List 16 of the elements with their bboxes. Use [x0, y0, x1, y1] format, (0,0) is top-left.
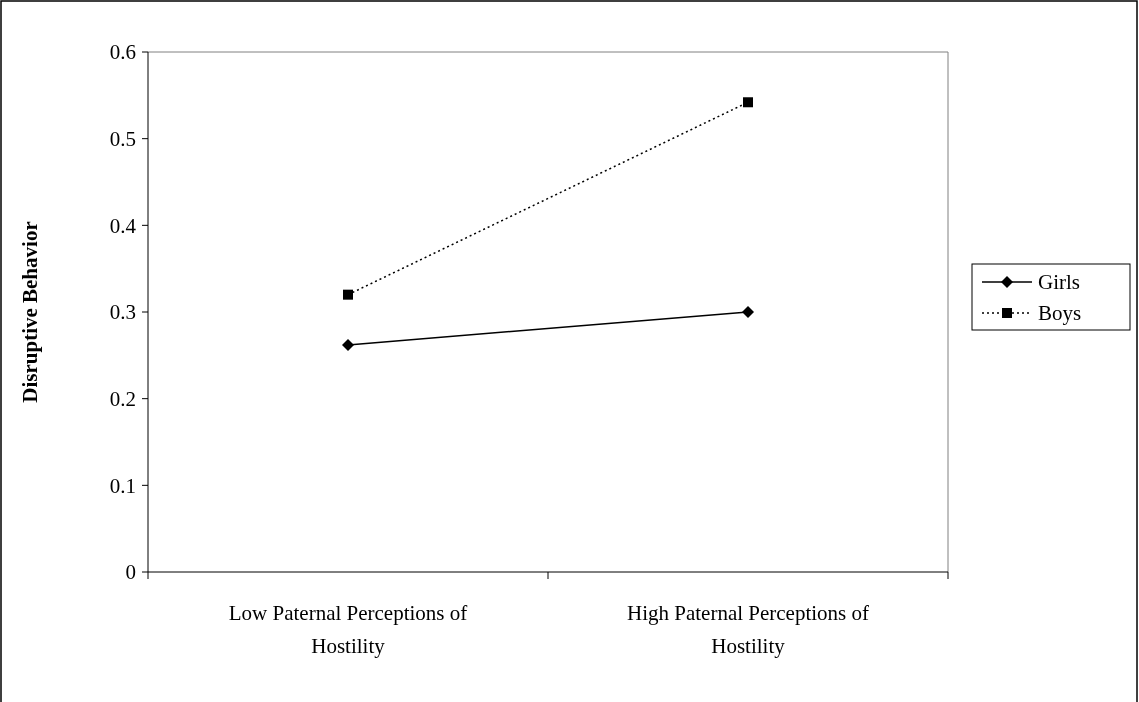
y-tick-label: 0.4: [109, 213, 137, 238]
point: [342, 338, 354, 351]
point: [743, 97, 753, 108]
x-tick-label: High Paternal Perceptions of Hostility: [626, 601, 870, 658]
legend-label: Girls: [1038, 270, 1080, 295]
point: [742, 306, 754, 318]
legend-label: Boys: [1038, 301, 1082, 326]
x-tick-label: Low Paternal Perceptions of Hostility: [228, 601, 468, 658]
y-tick-label: 0.5: [109, 127, 136, 152]
y-tick-label: 0.3: [109, 300, 136, 325]
y-tick-label: 0.1: [109, 473, 136, 498]
y-tick-label: 0: [125, 560, 136, 585]
y-tick-label: 0.2: [109, 387, 136, 412]
point: [343, 289, 353, 300]
y-tick-label: 0.6: [109, 40, 136, 65]
y-axis-title: Disruptive Behavior: [18, 221, 42, 403]
